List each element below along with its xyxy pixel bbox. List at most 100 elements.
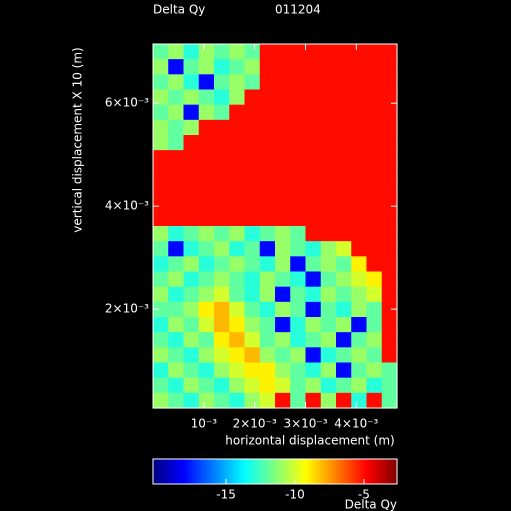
colorbar-label: Delta Qy — [345, 498, 397, 511]
heatmap-cell — [198, 256, 215, 273]
colorbar-swatch — [344, 459, 347, 484]
heatmap-cell — [290, 74, 307, 91]
heatmap-cell — [305, 135, 322, 151]
colorbar-swatch — [309, 459, 313, 484]
heatmap-cell — [290, 301, 307, 318]
colorbar-tick-label: -10 — [285, 488, 305, 502]
colorbar-swatch — [183, 459, 187, 484]
heatmap-cell — [198, 119, 215, 136]
colorbar-swatch — [155, 459, 158, 484]
colorbar-swatch — [189, 459, 193, 484]
heatmap-cell — [153, 256, 169, 273]
heatmap-cell — [259, 241, 276, 257]
heatmap-cell — [275, 241, 291, 257]
heatmap-cell — [259, 119, 276, 136]
heatmap-cell — [290, 119, 307, 136]
colorbar-swatch — [185, 459, 189, 484]
heatmap-cell — [244, 226, 261, 242]
heatmap-cell — [214, 241, 230, 257]
heatmap-cell — [244, 135, 261, 151]
heatmap-cell — [366, 104, 383, 121]
colorbar-swatch — [260, 459, 264, 484]
heatmap-cell — [366, 59, 383, 75]
colorbar-swatch — [161, 459, 164, 484]
colorbar-swatch — [313, 459, 317, 484]
colorbar-swatch — [244, 459, 248, 484]
heatmap-cell — [381, 44, 398, 60]
heatmap-cell — [320, 271, 337, 288]
heatmap-cell — [153, 392, 169, 409]
heatmap-cell — [275, 301, 291, 318]
heatmap-cell — [336, 332, 352, 348]
heatmap-cell — [366, 74, 383, 91]
colorbar-swatch — [218, 459, 221, 484]
heatmap-cell — [183, 210, 200, 227]
x-tick-label: 2×10⁻³ — [233, 417, 277, 431]
heatmap-cell — [153, 301, 169, 318]
heatmap-cell — [244, 256, 261, 273]
heatmap-cell — [351, 74, 368, 91]
x-axis-label: horizontal displacement (m) — [225, 434, 394, 448]
heatmap-cell — [198, 195, 215, 212]
heatmap-cell — [259, 377, 276, 394]
heatmap-cell — [168, 241, 185, 257]
heatmap-cell — [381, 150, 398, 166]
heatmap-cell — [244, 59, 261, 75]
colorbar-swatch — [366, 459, 370, 484]
heatmap-cell — [259, 44, 276, 60]
heatmap-cell — [244, 195, 261, 212]
heatmap-cell — [381, 135, 398, 151]
heatmap-cell — [351, 59, 368, 75]
heatmap-cell — [259, 301, 276, 318]
heatmap-cell — [168, 271, 185, 288]
heatmap-cell — [168, 165, 185, 182]
colorbar-swatch — [163, 459, 166, 484]
colorbar-swatch — [283, 459, 286, 484]
colorbar-swatch — [368, 459, 372, 484]
colorbar-swatch — [181, 459, 185, 484]
heatmap-cell — [366, 347, 383, 364]
heatmap-cell — [153, 317, 169, 333]
colorbar-swatch — [319, 459, 323, 484]
heatmap-cell — [320, 195, 337, 212]
heatmap-cell — [229, 362, 246, 379]
heatmap-cell — [275, 150, 291, 166]
heatmap-cell — [305, 271, 322, 288]
colorbar-swatch — [240, 459, 244, 484]
heatmap-cell — [305, 347, 322, 364]
heatmap-cell — [290, 195, 307, 212]
x-tick-label: 4×10⁻³ — [334, 417, 378, 431]
heatmap-cell — [381, 226, 398, 242]
heatmap-cell — [366, 241, 383, 257]
heatmap-cell — [153, 89, 169, 106]
heatmap-cell — [336, 165, 352, 182]
heatmap-cell — [259, 362, 276, 379]
heatmap-cell — [259, 165, 276, 182]
heatmap-cell — [336, 195, 352, 212]
heatmap-cell — [183, 104, 200, 121]
heatmap-cell — [229, 165, 246, 182]
heatmap-cell — [336, 119, 352, 136]
heatmap-cell — [336, 241, 352, 257]
heatmap-cell — [336, 89, 352, 106]
heatmap-cell — [320, 59, 337, 75]
heatmap-cell — [244, 150, 261, 166]
heatmap-cell — [229, 59, 246, 75]
colorbar-swatch — [262, 459, 266, 484]
colorbar-swatch — [179, 459, 183, 484]
heatmap-cell — [320, 332, 337, 348]
heatmap-cell — [336, 301, 352, 318]
heatmap-cell — [290, 226, 307, 242]
colorbar-swatch — [346, 459, 349, 484]
colorbar-swatch — [293, 459, 296, 484]
heatmap-cell — [153, 210, 169, 227]
colorbar-swatch — [228, 459, 231, 484]
heatmap-cell — [153, 332, 169, 348]
heatmap-cell — [290, 135, 307, 151]
heatmap-cell — [275, 347, 291, 364]
heatmap-cell — [320, 180, 337, 197]
colorbar-swatch — [329, 459, 333, 484]
colorbar-swatch — [285, 459, 288, 484]
colorbar-swatch — [350, 459, 353, 484]
heatmap-cell — [320, 165, 337, 182]
